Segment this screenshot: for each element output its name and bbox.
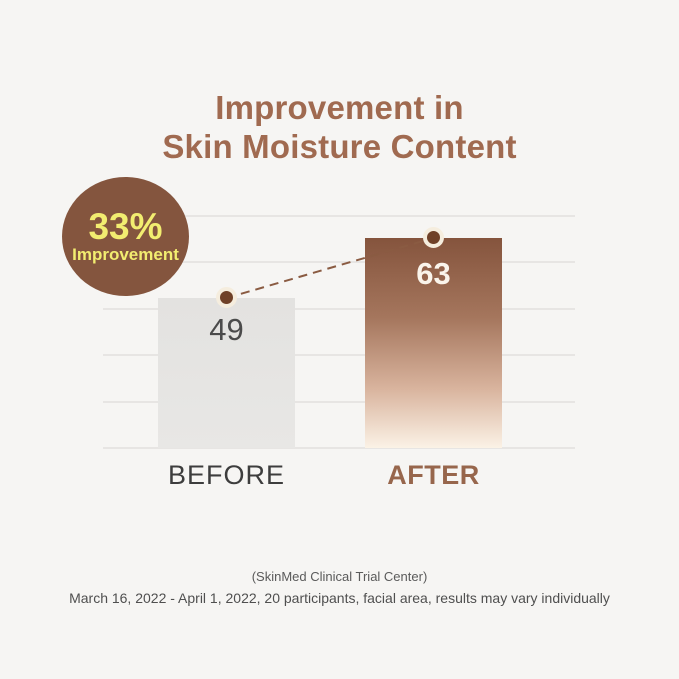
bar-after-value: 63: [416, 256, 451, 291]
gridline: [103, 401, 575, 403]
bar-after: 63: [365, 238, 502, 448]
gridline: [103, 354, 575, 356]
chart-title-line1: Improvement in: [215, 89, 464, 126]
improvement-badge: 33% Improvement: [62, 177, 189, 296]
footer-source: (SkinMed Clinical Trial Center): [251, 569, 428, 584]
improvement-percent: 33%: [88, 206, 163, 247]
data-point-dot-before: [216, 287, 237, 308]
gridline: [103, 308, 575, 310]
bar-before: 49: [158, 298, 295, 448]
chart-title: Improvement in Skin Moisture Content: [0, 88, 679, 166]
category-label-after: AFTER: [387, 460, 480, 490]
footer-disclaimer: March 16, 2022 - April 1, 2022, 20 parti…: [69, 590, 610, 606]
bar-before-value: 49: [209, 312, 244, 347]
data-point-dot-after: [423, 227, 444, 248]
gridline-baseline: [103, 447, 575, 449]
gridline: [103, 215, 575, 217]
improvement-label: Improvement: [72, 245, 179, 264]
category-label-before: BEFORE: [167, 460, 286, 490]
chart-title-line2: Skin Moisture Content: [162, 128, 517, 165]
